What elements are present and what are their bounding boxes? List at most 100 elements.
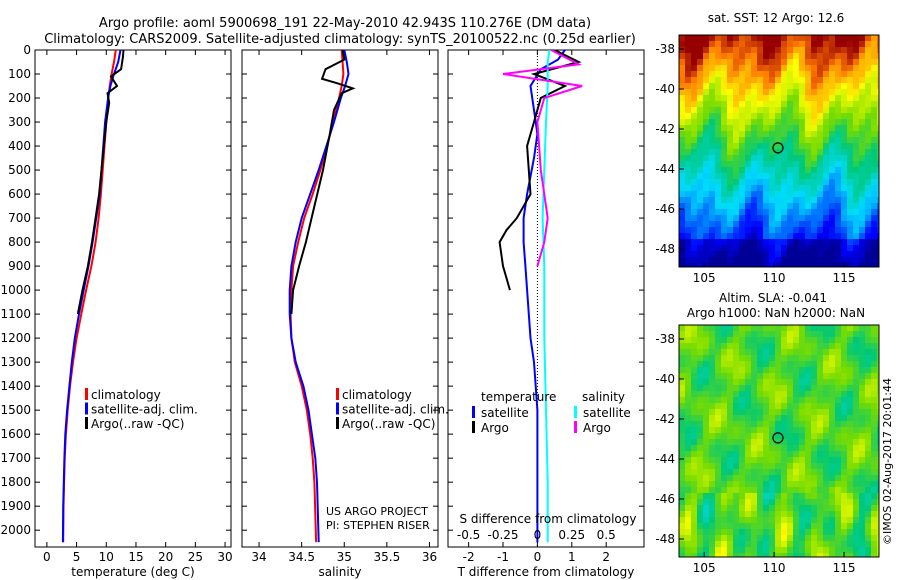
heatmap-cell — [769, 245, 776, 252]
heatmap-cell — [715, 143, 722, 150]
heatmap-cell — [859, 553, 866, 557]
heatmap-cell — [721, 361, 728, 368]
heatmap-cell — [763, 137, 770, 144]
heatmap-cell — [763, 523, 770, 530]
heatmap-cell — [691, 191, 698, 198]
heatmap-cell — [847, 59, 854, 66]
heatmap-cell — [799, 463, 806, 470]
heatmap-cell — [727, 101, 734, 108]
heatmap-cell — [709, 209, 716, 216]
series-climatology — [289, 50, 345, 543]
heatmap-cell — [739, 89, 746, 96]
heatmap-cell — [805, 451, 812, 458]
heatmap-cell — [817, 385, 824, 392]
heatmap-cell — [727, 421, 734, 428]
heatmap-cell — [757, 475, 764, 482]
heatmap-cell — [793, 59, 800, 66]
heatmap-cell — [733, 71, 740, 78]
heatmap-cell — [697, 517, 704, 524]
heatmap-cell — [847, 179, 854, 186]
heatmap-cell — [727, 179, 734, 186]
heatmap-cell — [769, 391, 776, 398]
heatmap-cell — [685, 487, 692, 494]
heatmap-cell — [853, 107, 860, 114]
heatmap-cell — [733, 161, 740, 168]
heatmap-cell — [805, 343, 812, 350]
heatmap-cell — [865, 119, 872, 126]
heatmap-cell — [823, 149, 830, 156]
heatmap-cell — [781, 233, 788, 240]
heatmap-cell — [853, 95, 860, 102]
heatmap-cell — [805, 209, 812, 216]
heatmap-cell — [865, 535, 872, 542]
heatmap-cell — [757, 233, 764, 240]
heatmap-cell — [745, 451, 752, 458]
heatmap-cell — [721, 251, 728, 258]
heatmap-cell — [703, 173, 710, 180]
heatmap-cell — [745, 505, 752, 512]
heatmap-cell — [697, 427, 704, 434]
heatmap-cell — [793, 385, 800, 392]
heatmap-cell — [715, 385, 722, 392]
heatmap-cell — [877, 53, 879, 60]
x-tick-label: 0 — [534, 550, 542, 564]
heatmap-cell — [871, 113, 878, 120]
heatmap-cell — [763, 263, 770, 267]
heatmap-cell — [835, 523, 842, 530]
heatmap-cell — [715, 185, 722, 192]
heatmap-cell — [781, 325, 788, 332]
heatmap-cell — [679, 367, 686, 374]
heatmap-cell — [697, 409, 704, 416]
heatmap-cell — [733, 469, 740, 476]
heatmap-cell — [799, 445, 806, 452]
heatmap-cell — [793, 547, 800, 554]
heatmap-cell — [697, 505, 704, 512]
heatmap-cell — [799, 385, 806, 392]
series-t-argo — [498, 50, 582, 291]
heatmap-cell — [721, 161, 728, 168]
heatmap-cell — [727, 119, 734, 126]
heatmap-cell — [853, 397, 860, 404]
heatmap-cell — [715, 367, 722, 374]
heatmap-cell — [715, 523, 722, 530]
heatmap-cell — [733, 553, 740, 557]
heatmap-cell — [853, 553, 860, 557]
heatmap-cell — [859, 391, 866, 398]
heatmap-cell — [817, 493, 824, 500]
heatmap-cell — [733, 331, 740, 338]
heatmap-cell — [865, 361, 872, 368]
heatmap-cell — [859, 421, 866, 428]
heatmap-cell — [871, 263, 878, 267]
heatmap-cell — [811, 161, 818, 168]
legend-label: Argo — [583, 421, 611, 435]
heatmap-cell — [829, 107, 836, 114]
heatmap-cell — [691, 511, 698, 518]
heatmap-cell — [871, 173, 878, 180]
heatmap-cell — [817, 487, 824, 494]
credit-line-2: PI: STEPHEN RISER — [326, 519, 430, 532]
heatmap-cell — [799, 137, 806, 144]
heatmap-cell — [865, 469, 872, 476]
heatmap-cell — [715, 161, 722, 168]
heatmap-cell — [679, 77, 686, 84]
heatmap-cell — [703, 337, 710, 344]
heatmap-cell — [679, 113, 686, 120]
heatmap-cell — [697, 529, 704, 536]
heatmap-cell — [877, 397, 879, 404]
heatmap-cell — [877, 35, 879, 42]
heatmap-cell — [865, 325, 872, 332]
heatmap-cell — [835, 59, 842, 66]
y-tick-label: 2000 — [0, 523, 31, 537]
heatmap-cell — [745, 137, 752, 144]
heatmap-cell — [751, 553, 758, 557]
heatmap-cell — [787, 553, 794, 557]
heatmap-cell — [757, 433, 764, 440]
heatmap-cell — [775, 137, 782, 144]
heatmap-cell — [835, 245, 842, 252]
heatmap-cell — [841, 505, 848, 512]
heatmap-cell — [751, 167, 758, 174]
heatmap-cell — [775, 107, 782, 114]
heatmap-cell — [871, 41, 878, 48]
heatmap-cell — [715, 131, 722, 138]
heatmap-cell — [799, 427, 806, 434]
